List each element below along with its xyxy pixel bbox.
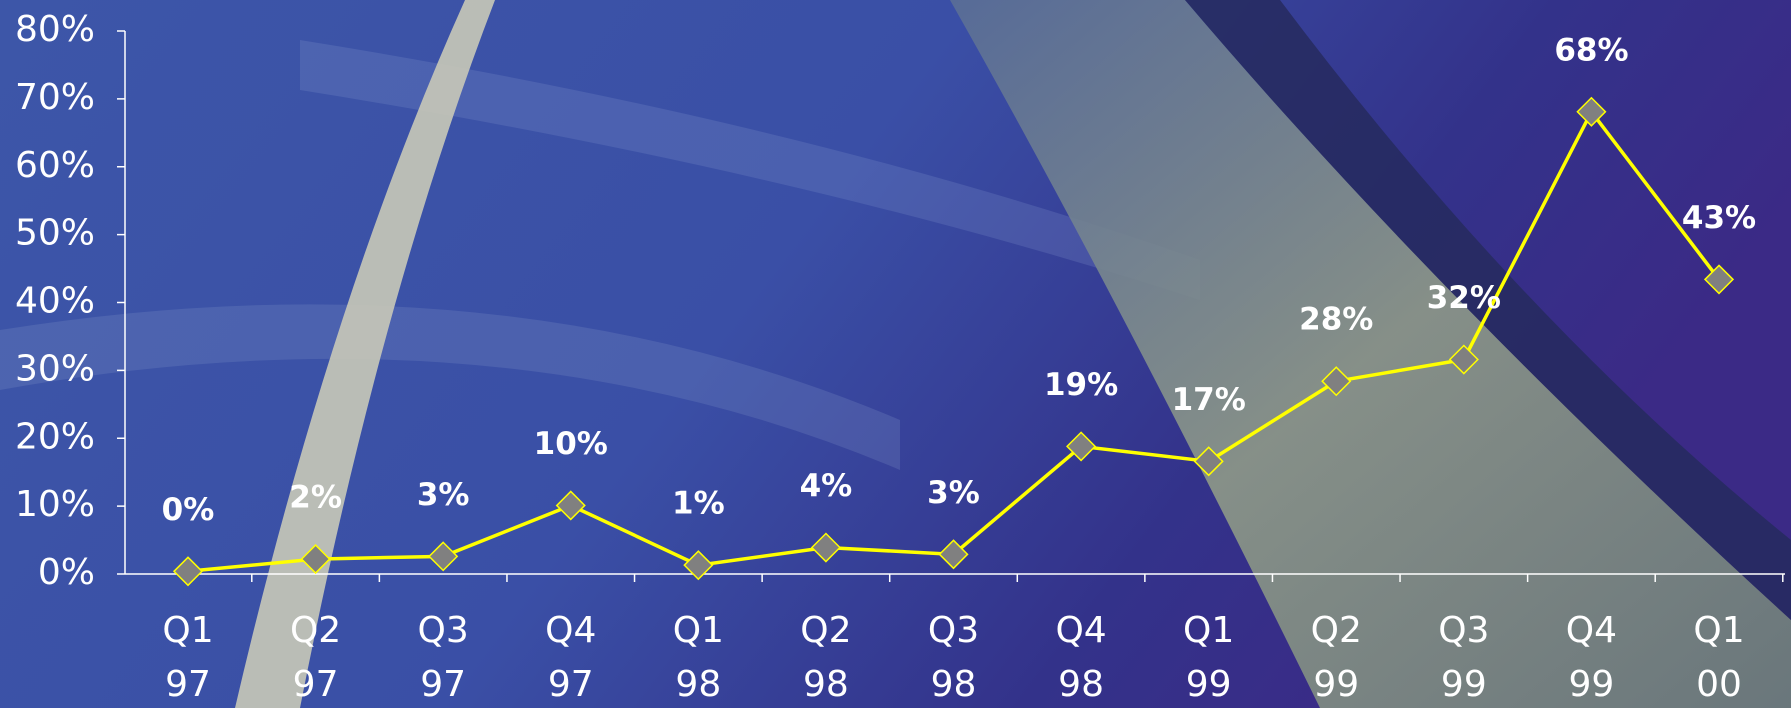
marker	[1448, 344, 1479, 375]
cloud	[0, 304, 900, 470]
data-label: 2%	[289, 480, 342, 516]
x-tick-label: Q1 97	[162, 610, 213, 705]
marker	[1193, 446, 1224, 477]
y-tick-label: 30%	[15, 348, 95, 389]
data-label: 1%	[672, 486, 725, 522]
marker	[683, 550, 714, 581]
y-tick-label: 60%	[15, 145, 95, 186]
marker	[428, 541, 459, 572]
data-label: 0%	[162, 492, 215, 528]
x-tick-label: Q3 99	[1438, 610, 1489, 705]
data-label: 32%	[1427, 280, 1501, 316]
marker	[555, 490, 586, 521]
marker	[1703, 264, 1735, 295]
marker	[1576, 96, 1607, 127]
x-tick-label: Q1 00	[1693, 610, 1744, 705]
marker	[300, 544, 331, 575]
data-label: 28%	[1299, 302, 1373, 338]
x-tick-label: Q1 98	[673, 610, 724, 705]
x-tick-label: Q4 99	[1566, 610, 1617, 705]
y-tick-label: 50%	[15, 213, 95, 254]
arch-leg	[950, 0, 1791, 708]
arch-leg	[235, 0, 495, 708]
x-tick-label: Q2 97	[290, 610, 341, 705]
x-tick-label: Q3 98	[928, 610, 979, 705]
x-tick-label: Q2 98	[800, 610, 851, 705]
data-label: 10%	[534, 426, 608, 462]
y-tick-label: 0%	[38, 552, 95, 593]
x-tick-label: Q2 99	[1311, 610, 1362, 705]
data-label: 17%	[1172, 382, 1246, 418]
data-label: 43%	[1682, 200, 1756, 236]
data-label: 4%	[800, 468, 853, 504]
y-tick-label: 80%	[15, 9, 95, 50]
marker	[1321, 366, 1352, 397]
marker	[938, 539, 969, 570]
marker	[1066, 431, 1097, 462]
data-label: 19%	[1044, 367, 1118, 403]
data-label: 3%	[927, 475, 980, 511]
x-tick-label: Q4 97	[545, 610, 596, 705]
x-tick-label: Q1 99	[1183, 610, 1234, 705]
data-label: 68%	[1554, 32, 1628, 68]
y-tick-label: 70%	[15, 77, 95, 118]
marker	[810, 532, 841, 563]
x-tick-label: Q4 98	[1055, 610, 1106, 705]
data-label: 3%	[417, 477, 470, 513]
y-tick-label: 10%	[15, 484, 95, 525]
cloud	[300, 40, 1200, 300]
y-tick-label: 40%	[15, 281, 95, 322]
y-tick-label: 20%	[15, 416, 95, 457]
x-tick-label: Q3 97	[418, 610, 469, 705]
marker	[172, 556, 204, 587]
